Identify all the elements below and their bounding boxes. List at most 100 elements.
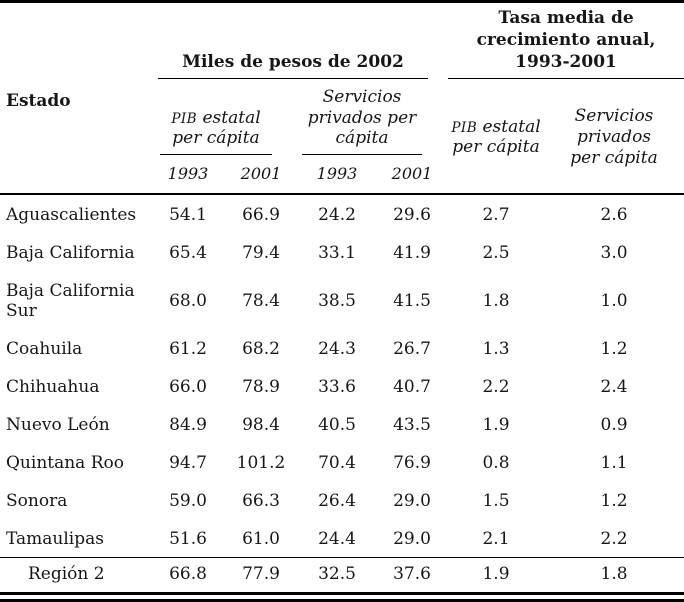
table-header: Miles de pesos de 2002 Tasa media de cre… — [0, 3, 684, 196]
value-cell: 24.2 — [318, 205, 356, 226]
value-cell: 76.9 — [393, 453, 431, 474]
table-row: Tamaulipas 51.6 61.0 24.4 29.0 2.1 2.2 — [0, 519, 684, 558]
year-header-pib-2001: 2001 — [224, 155, 298, 196]
value-cell: 32.5 — [298, 557, 376, 593]
value-cell: 66.3 — [242, 491, 280, 512]
blank-cell — [0, 3, 152, 79]
value-cell: 1.1 — [600, 453, 628, 474]
value-cell: 26.4 — [318, 491, 356, 512]
value-cell: 78.9 — [242, 377, 280, 398]
subheader-servicios: Servicios privados per cápita — [298, 79, 448, 156]
group-header-growth: Tasa media de crecimiento anual, 1993-20… — [448, 3, 684, 80]
state-name: Baja California Sur — [6, 281, 135, 322]
state-name: Aguascalientes — [6, 205, 137, 226]
value-cell: 2.2 — [600, 529, 628, 550]
value-cell: 65.4 — [169, 243, 207, 264]
value-cell: 37.6 — [376, 557, 449, 593]
value-cell: 41.5 — [393, 291, 431, 312]
estado-column-header: Estado — [0, 79, 152, 196]
value-cell: 24.3 — [318, 339, 356, 360]
data-table: Miles de pesos de 2002 Tasa media de cre… — [0, 3, 684, 593]
group-header-growth-label: Tasa media de crecimiento anual, 1993-20… — [448, 3, 684, 80]
state-name: Sonora — [6, 491, 68, 512]
pib-abbr: PIB — [171, 110, 198, 127]
value-cell: 66.0 — [169, 377, 207, 398]
table-row: Quintana Roo 94.7 101.2 70.4 76.9 0.8 1.1 — [0, 443, 684, 481]
value-cell: 98.4 — [242, 415, 280, 436]
growth-header-pib: PIB estatal per cápita — [448, 79, 545, 196]
value-cell: 0.9 — [600, 415, 628, 436]
value-cell: 0.8 — [482, 453, 510, 474]
table-row: Coahuila 61.2 68.2 24.3 26.7 1.3 1.2 — [0, 329, 684, 367]
table-row: Sonora 59.0 66.3 26.4 29.0 1.5 1.2 — [0, 481, 684, 519]
table-row: Nuevo León 84.9 98.4 40.5 43.5 1.9 0.9 — [0, 405, 684, 443]
value-cell: 2.5 — [482, 243, 510, 264]
value-cell: 38.5 — [318, 291, 356, 312]
value-cell: 77.9 — [224, 557, 298, 593]
value-cell: 66.8 — [152, 557, 224, 593]
value-cell: 61.2 — [169, 339, 207, 360]
growth-pib-label: PIB estatal per cápita — [448, 115, 544, 158]
pib-rest: estatal per cápita — [172, 107, 261, 149]
subheader-row: Estado PIB estatal per cápita Servicios … — [0, 79, 684, 196]
value-cell: 1.0 — [600, 291, 628, 312]
value-cell: 41.9 — [393, 243, 431, 264]
growth-pib-rest: estatal per cápita — [452, 116, 541, 158]
state-name: Nuevo León — [6, 415, 110, 436]
value-cell: 33.1 — [318, 243, 356, 264]
value-cell: 54.1 — [169, 205, 207, 226]
value-cell: 94.7 — [169, 453, 207, 474]
value-cell: 78.4 — [242, 291, 280, 312]
state-name: Región 2 — [0, 557, 152, 593]
growth-header-servicios: Servicios privados per cápita — [544, 79, 684, 196]
state-name: Quintana Roo — [6, 453, 124, 474]
value-cell: 79.4 — [242, 243, 280, 264]
table-row: Baja California 65.4 79.4 33.1 41.9 2.5 3.0 — [0, 233, 684, 271]
value-cell: 51.6 — [169, 529, 207, 550]
value-cell: 2.4 — [600, 377, 628, 398]
value-cell: 29.6 — [393, 205, 431, 226]
group-header-pesos-label: Miles de pesos de 2002 — [158, 47, 429, 80]
state-name: Baja California — [6, 243, 135, 264]
value-cell: 43.5 — [393, 415, 431, 436]
growth-pib-abbr: PIB — [451, 119, 478, 136]
value-cell: 68.2 — [242, 339, 280, 360]
subheader-pib: PIB estatal per cápita — [152, 79, 298, 156]
value-cell: 2.2 — [482, 377, 510, 398]
value-cell: 1.8 — [544, 557, 684, 593]
value-cell: 2.7 — [482, 205, 510, 226]
table-row: Aguascalientes 54.1 66.9 24.2 29.6 2.7 2.6 — [0, 194, 684, 233]
value-cell: 40.7 — [393, 377, 431, 398]
state-name: Chihuahua — [6, 377, 100, 398]
value-cell: 29.0 — [393, 491, 431, 512]
value-cell: 68.0 — [169, 291, 207, 312]
state-name: Tamaulipas — [6, 529, 104, 550]
subheader-servicios-label: Servicios privados per cápita — [302, 79, 423, 156]
value-cell: 29.0 — [393, 529, 431, 550]
value-cell: 3.0 — [600, 243, 628, 264]
value-cell: 2.1 — [482, 529, 510, 550]
years-row: 1993 2001 1993 2001 — [0, 155, 684, 196]
bottom-double-rule — [0, 592, 684, 602]
year-header-serv-2001: 2001 — [376, 155, 449, 196]
group-header-pesos: Miles de pesos de 2002 — [152, 3, 448, 80]
value-cell: 1.9 — [448, 557, 545, 593]
summary-row: Región 2 66.8 77.9 32.5 37.6 1.9 1.8 — [0, 557, 684, 593]
value-cell: 40.5 — [318, 415, 356, 436]
group-header-row: Miles de pesos de 2002 Tasa media de cre… — [0, 3, 684, 80]
value-cell: 1.8 — [482, 291, 510, 312]
subheader-pib-label: PIB estatal per cápita — [160, 100, 272, 156]
value-cell: 1.5 — [482, 491, 510, 512]
year-header-serv-1993: 1993 — [298, 155, 376, 196]
state-name: Coahuila — [6, 339, 83, 360]
value-cell: 1.3 — [482, 339, 510, 360]
value-cell: 1.2 — [600, 491, 628, 512]
table-body: Aguascalientes 54.1 66.9 24.2 29.6 2.7 2.6 Baja… — [0, 194, 684, 593]
value-cell: 84.9 — [169, 415, 207, 436]
value-cell: 61.0 — [242, 529, 280, 550]
table-row: Baja California Sur 68.0 78.4 38.5 41.5 1.8 1.… — [0, 271, 684, 329]
value-cell: 66.9 — [242, 205, 280, 226]
value-cell: 101.2 — [236, 453, 286, 474]
table-row: Chihuahua 66.0 78.9 33.6 40.7 2.2 2.4 — [0, 367, 684, 405]
